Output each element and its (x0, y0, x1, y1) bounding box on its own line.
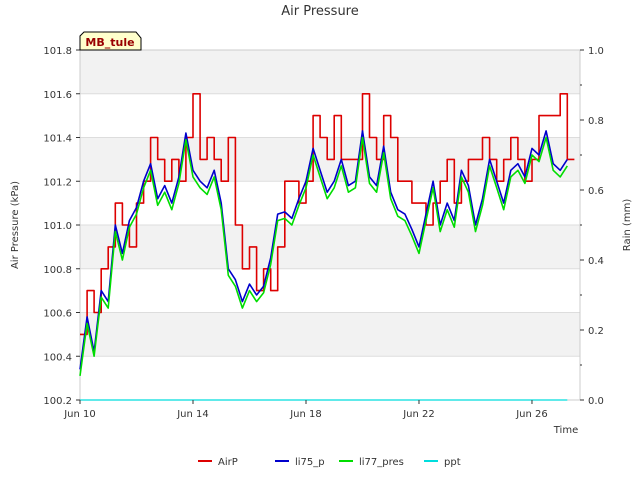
legend-label-AirP: AirP (218, 457, 238, 468)
y2-axis-label: Rain (mm) (622, 199, 633, 252)
series-line-AirP (80, 93, 575, 336)
y2-tick-label: 0.0 (588, 396, 604, 407)
site-label-text: MB_tule (85, 36, 134, 49)
y-tick-label: 100.6 (43, 309, 72, 320)
y2-tick-label: 0.2 (588, 326, 604, 337)
x-axis-label: Time (553, 425, 578, 436)
x-axis-ticks: Jun 10 Jun 14 Jun 18 Jun 22 Jun 26 (63, 400, 548, 420)
legend-label-li77_pres: li77_pres (359, 457, 404, 468)
y-axis-label: Air Pressure (kPa) (10, 181, 21, 269)
series-lines (79, 93, 575, 401)
x-tick-label: Jun 18 (289, 409, 322, 420)
background-band (80, 312, 580, 357)
y-tick-label: 101.2 (43, 177, 72, 188)
y2-tick-label: 0.4 (588, 256, 604, 267)
background-band (80, 50, 580, 94)
y-tick-label: 100.2 (43, 396, 72, 407)
x-tick-label: Jun 10 (63, 409, 96, 420)
site-label: MB_tule (79, 31, 142, 51)
series-line-li75_p (79, 130, 568, 370)
legend: AirP li75_p li77_pres ppt (198, 457, 461, 468)
series-line-li77_pres (79, 136, 568, 377)
y2-tick-label: 1.0 (588, 46, 604, 57)
x-tick-label: Jun 26 (515, 409, 548, 420)
y-tick-label: 100.4 (43, 352, 72, 363)
y-tick-label: 101.8 (43, 46, 72, 57)
y2-tick-label: 0.8 (588, 116, 604, 127)
y-tick-label: 101.4 (43, 134, 72, 145)
y-tick-label: 101.6 (43, 90, 72, 101)
background-band (80, 225, 580, 269)
y-axis-ticks: 100.2 100.4 100.6 100.8 101.0 101.2 101.4 101.6… (43, 46, 80, 407)
y2-tick-label: 0.6 (588, 186, 604, 197)
legend-label-ppt: ppt (444, 457, 461, 468)
site-label-box (79, 31, 142, 51)
chart-title: Air Pressure (281, 4, 359, 19)
x-tick-label: Jun 22 (402, 409, 435, 420)
x-tick-label: Jun 14 (176, 409, 209, 420)
y-tick-label: 101.0 (43, 221, 72, 232)
legend-label-li75_p: li75_p (295, 457, 325, 468)
y-tick-label: 100.8 (43, 265, 72, 276)
y2-axis-ticks: 0.0 0.2 0.4 0.6 0.8 1.0 (580, 46, 604, 407)
